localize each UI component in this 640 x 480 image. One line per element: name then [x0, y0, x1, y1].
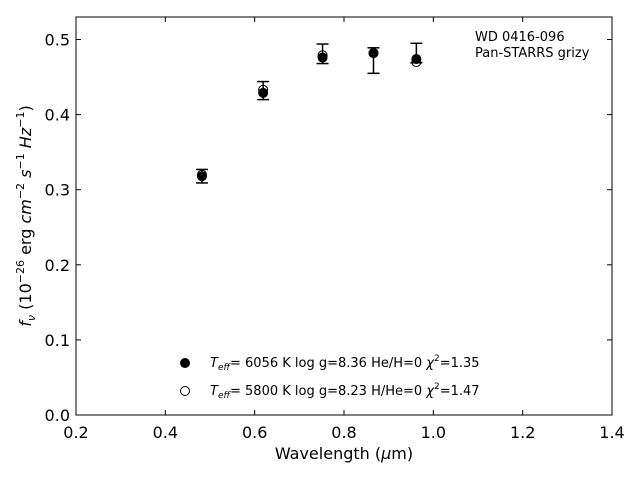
model-point-open [411, 57, 422, 68]
x-tick-label: 0.2 [63, 423, 88, 442]
model-point-filled [317, 52, 328, 63]
y-tick-label: 0.4 [45, 106, 70, 125]
x-tick-label: 1.2 [510, 423, 535, 442]
x-tick-label: 1.0 [421, 423, 446, 442]
x-tick-label: 0.6 [242, 423, 267, 442]
model-point-open [317, 50, 328, 61]
y-tick-label: 0.2 [45, 256, 70, 275]
legend: Teff= 6056 K log g=8.36 He/H=0 χ2=1.35 T… [180, 354, 480, 401]
data-points [196, 48, 422, 182]
x-axis-label: Wavelength (μm) [275, 444, 413, 463]
model-point-filled [411, 54, 422, 65]
axis-ticks: 0.2 0.4 0.6 0.8 1.0 1.2 1.4 0.0 0.1 0.2 0.3 0.4 0.5 [45, 17, 625, 442]
x-tick-label: 1.4 [599, 423, 624, 442]
y-tick-label: 0.5 [45, 31, 70, 50]
x-tick-label: 0.4 [153, 423, 178, 442]
legend-label-1: Teff= 6056 K log g=8.36 He/H=0 χ2=1.35 [210, 354, 480, 373]
annotation-object: WD 0416-096 [475, 30, 565, 45]
y-tick-label: 0.0 [45, 406, 70, 425]
legend-marker-filled [180, 358, 190, 368]
y-tick-label: 0.1 [45, 331, 70, 350]
model-point-open [368, 48, 379, 59]
error-bars [195, 42, 423, 184]
legend-label-2: Teff= 5800 K log g=8.23 H/He=0 χ2=1.47 [210, 382, 480, 401]
annotation-survey: Pan-STARRS grizy [475, 46, 590, 61]
model-point-open [258, 84, 269, 95]
y-axis-label: fν (10−26 erg cm−2 s−1 Hz−1) [14, 105, 38, 326]
x-tick-label: 0.8 [331, 423, 356, 442]
legend-marker-open [180, 386, 190, 396]
model-point-open [196, 169, 207, 180]
y-tick-label: 0.3 [45, 181, 70, 200]
model-point-filled [258, 87, 269, 98]
